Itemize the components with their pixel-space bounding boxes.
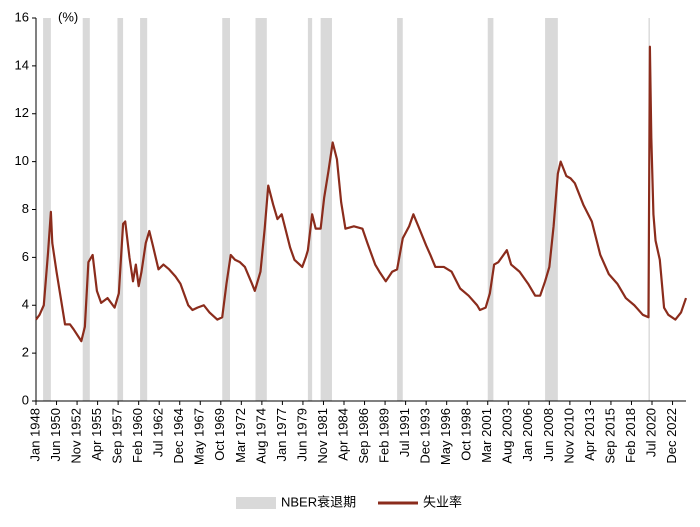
legend-label: 失业率 <box>423 494 462 509</box>
x-tick-label: Feb 1989 <box>377 408 392 463</box>
legend-label: NBER衰退期 <box>281 494 356 509</box>
recession-band <box>320 18 332 401</box>
x-tick-label: Mar 2001 <box>479 408 494 463</box>
x-tick-label: Jun 2008 <box>541 408 556 462</box>
recession-band <box>43 18 51 401</box>
y-tick-label: 8 <box>22 201 29 216</box>
x-tick-label: Dec 1993 <box>418 408 433 464</box>
unemployment-line <box>35 45 688 343</box>
recession-band <box>307 18 313 401</box>
y-tick-label: 4 <box>22 297 29 312</box>
x-tick-label: Feb 1960 <box>130 408 145 463</box>
recession-band <box>82 18 90 401</box>
x-tick-label: Oct 1969 <box>212 408 227 461</box>
x-tick-label: Sep 2015 <box>602 408 617 464</box>
recession-band <box>140 18 148 401</box>
x-tick-label: Jan 1948 <box>27 408 42 462</box>
y-tick-label: 2 <box>22 345 29 360</box>
x-tick-label: May 1967 <box>192 408 207 465</box>
x-tick-label: Jul 1962 <box>151 408 166 457</box>
recession-band <box>487 18 494 401</box>
x-tick-label: Nov 2010 <box>561 408 576 464</box>
recession-band <box>545 18 558 401</box>
x-tick-label: Jan 2006 <box>520 408 535 462</box>
x-tick-label: Jun 1979 <box>294 408 309 462</box>
unit-label: (%) <box>58 9 78 24</box>
x-tick-label: Sep 1957 <box>110 408 125 464</box>
legend-swatch <box>236 497 276 509</box>
x-tick-label: Feb 2018 <box>623 408 638 463</box>
recession-band <box>117 18 124 401</box>
x-tick-label: May 1996 <box>438 408 453 465</box>
recession-band <box>397 18 403 401</box>
y-tick-label: 10 <box>15 153 29 168</box>
y-tick-label: 16 <box>15 9 29 24</box>
x-tick-label: Jun 1950 <box>48 408 63 462</box>
x-tick-label: Jul 1991 <box>397 408 412 457</box>
y-tick-label: 14 <box>15 57 29 72</box>
x-tick-label: Aug 2003 <box>500 408 515 464</box>
x-tick-label: Apr 1984 <box>335 408 350 461</box>
x-tick-label: Dec 1964 <box>171 408 186 464</box>
x-tick-label: Aug 1974 <box>253 408 268 464</box>
x-tick-label: Sep 1986 <box>356 408 371 464</box>
y-tick-label: 0 <box>22 392 29 407</box>
x-tick-label: Nov 1952 <box>69 408 84 464</box>
x-tick-label: Jul 2020 <box>643 408 658 457</box>
x-tick-label: Jan 1977 <box>274 408 289 462</box>
x-tick-label: Apr 2013 <box>582 408 597 461</box>
x-tick-label: Apr 1955 <box>89 408 104 461</box>
x-tick-label: Oct 1998 <box>459 408 474 461</box>
x-tick-label: Dec 2022 <box>664 408 679 464</box>
y-tick-label: 6 <box>22 249 29 264</box>
recession-band <box>255 18 267 401</box>
recession-band <box>222 18 231 401</box>
x-tick-label: Mar 1972 <box>233 408 248 463</box>
x-tick-label: Nov 1981 <box>315 408 330 464</box>
y-tick-label: 12 <box>15 105 29 120</box>
